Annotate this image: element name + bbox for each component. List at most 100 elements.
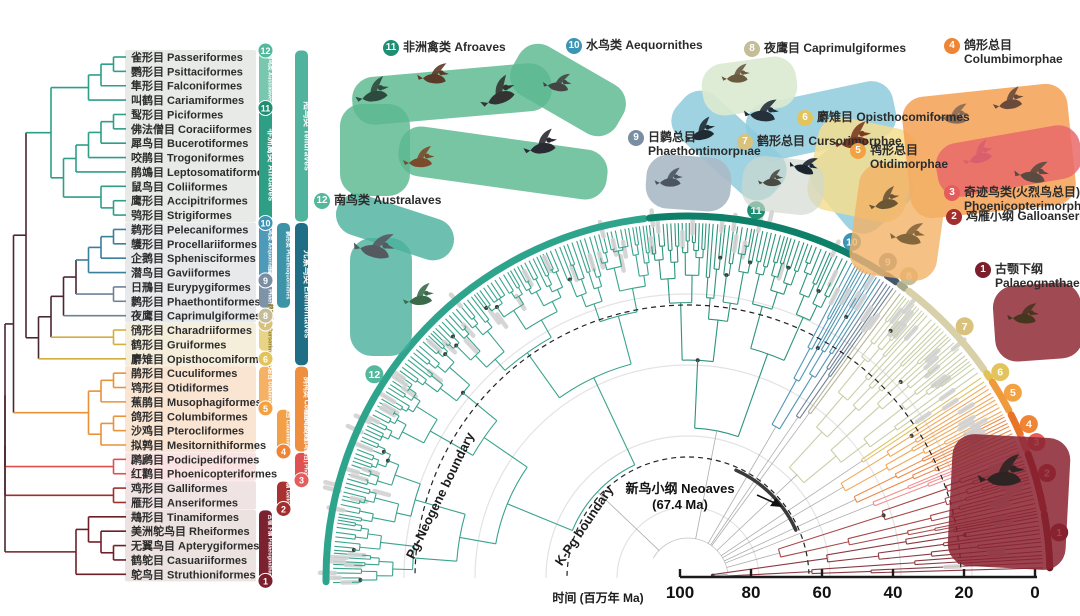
fan-branch xyxy=(891,321,901,333)
fan-branch xyxy=(551,269,554,274)
fan-branch xyxy=(789,260,794,269)
bird-beak xyxy=(566,81,572,85)
clade-label-columbimorphae: 4 鸽形总目 Columbimorphae xyxy=(944,38,1063,66)
node-interval-bar xyxy=(924,348,941,363)
fan-branch xyxy=(378,560,394,563)
fan-branch xyxy=(909,328,942,360)
fan-branch xyxy=(380,541,415,547)
fan-branch xyxy=(712,320,719,362)
fan-branch xyxy=(563,245,571,263)
fan-branch xyxy=(503,274,514,291)
fan-branch xyxy=(418,345,434,359)
clade-label-cn: 奇迹鸟类(火烈鸟总目) xyxy=(964,185,1080,199)
fan-branch xyxy=(759,249,764,262)
bird-head xyxy=(502,84,509,91)
neoaves-annotation-line2: (67.4 Ma) xyxy=(652,497,708,512)
fan-stem xyxy=(724,499,856,562)
fan-branch xyxy=(366,474,370,477)
fan-rim-badge-number: 12 xyxy=(368,369,380,381)
fan-branch xyxy=(513,310,527,330)
bird-tail xyxy=(789,161,795,167)
fan-branch xyxy=(809,350,824,375)
fan-branch xyxy=(599,257,603,264)
bird-head xyxy=(768,107,774,113)
bird-head xyxy=(1029,310,1034,316)
fan-connector-arc xyxy=(388,418,392,424)
fan-branch xyxy=(399,370,415,382)
fan-branch xyxy=(789,431,823,468)
fan-connector-arc xyxy=(571,464,636,531)
bird-silhouette xyxy=(992,86,1024,110)
bird-tail xyxy=(403,160,409,165)
clade-bar-label: 非洲禽类 Afroaves xyxy=(267,128,277,201)
fan-branch xyxy=(874,484,929,507)
clade-bar-badge-number: 12 xyxy=(260,46,270,56)
fan-branch xyxy=(413,396,421,402)
bird-beak xyxy=(893,195,900,199)
fan-branch xyxy=(912,435,941,452)
fan-branch xyxy=(891,310,923,346)
clade-label-badge: 12 xyxy=(314,193,330,209)
fan-branch xyxy=(800,243,809,262)
fan-branch xyxy=(408,388,417,394)
fan-branch xyxy=(814,250,827,277)
fan-branch xyxy=(370,556,380,559)
paint-swash xyxy=(947,434,1071,570)
order-tip-label: 日鳽目 Eurypygiformes xyxy=(131,280,251,294)
bird-illustration-afroaves xyxy=(340,43,626,200)
clade-bar-australaves xyxy=(259,50,272,107)
node-interval-bar xyxy=(866,313,881,330)
clade-label-badge: 6 xyxy=(797,110,813,126)
clade-badge-number: 8 xyxy=(263,311,268,321)
node-interval-bar xyxy=(957,402,975,415)
fan-branch xyxy=(414,499,466,515)
fan-branch xyxy=(439,387,457,402)
clade-bar-label: 奇迹鸟类(火烈鸟总目) Phoenicopterimorphae xyxy=(303,409,311,524)
clade-label-badge: 2 xyxy=(946,209,962,225)
bird-wing xyxy=(882,185,895,202)
fan-branch xyxy=(840,453,889,484)
fan-branch xyxy=(597,287,603,302)
fan-branch xyxy=(878,553,932,560)
fan-branch xyxy=(582,259,588,273)
clade-bar-label: 日鹲总目 Phaethontim xyxy=(267,266,275,323)
fan-branch xyxy=(812,276,816,284)
node-interval-bar xyxy=(731,233,739,254)
bird-wing xyxy=(555,73,571,85)
clade-bar-label: 鸨形总目 Otidimorphae xyxy=(267,358,275,417)
order-tip-label: 美洲鸵鸟目 Rheiformes xyxy=(131,524,250,538)
order-tip-label: 鹤形目 Gruiformes xyxy=(131,337,226,351)
bird-body xyxy=(896,233,921,245)
node-interval-bar xyxy=(495,312,509,329)
order-tip-label: 䴙䴘目 Podicipediformes xyxy=(130,452,259,466)
fan-branch xyxy=(810,390,829,415)
bird-silhouette xyxy=(543,73,572,92)
fan-branch xyxy=(472,317,479,324)
clade-bar-columbimorphae xyxy=(277,409,290,452)
node-dot xyxy=(358,578,363,583)
node-interval-bar xyxy=(942,564,963,570)
fan-stem xyxy=(722,486,844,559)
bird-wing xyxy=(538,128,552,146)
fan-branch xyxy=(536,276,539,279)
time-ring xyxy=(403,293,973,579)
fan-branch xyxy=(868,352,894,381)
bird-body xyxy=(409,295,433,306)
fan-segment-7: 7 xyxy=(716,287,988,551)
fan-branch xyxy=(822,253,834,277)
node-interval-bar xyxy=(914,411,932,425)
node-interval-bar xyxy=(355,442,374,453)
fan-branch xyxy=(645,246,648,254)
node-interval-bar xyxy=(958,414,976,427)
bird-head xyxy=(424,290,429,296)
fan-branch xyxy=(480,316,486,323)
fan-branch xyxy=(422,341,437,355)
fan-rim-badge xyxy=(365,365,384,384)
fan-branch xyxy=(884,310,893,321)
fan-branch xyxy=(911,434,935,449)
fan-branch xyxy=(771,262,776,276)
clade-label-badge: 5 xyxy=(850,143,866,159)
fan-branch xyxy=(572,264,580,281)
order-tip-label: 咬鹃目 Trogoniformes xyxy=(131,151,244,165)
fan-branch xyxy=(452,336,460,344)
